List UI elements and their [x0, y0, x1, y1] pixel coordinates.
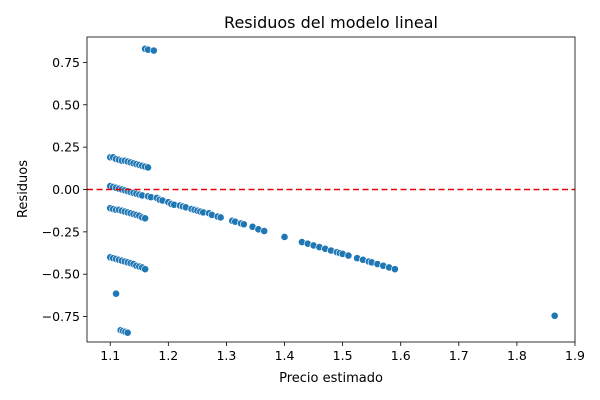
- data-point: [550, 311, 559, 320]
- y-tick-label: −0.25: [42, 224, 80, 239]
- data-point: [141, 214, 149, 223]
- x-tick-label: 1.1: [100, 348, 120, 363]
- x-tick-label: 1.2: [158, 348, 178, 363]
- y-axis: 0.75 0.50 0.25 0.00 −0.25 −0.50 −0.75: [42, 55, 87, 324]
- points-layer: [106, 44, 559, 337]
- x-tick-label: 1.6: [391, 348, 411, 363]
- y-tick-label: 0.75: [52, 55, 80, 70]
- data-point: [144, 163, 152, 172]
- data-point: [123, 328, 132, 337]
- data-point: [239, 220, 248, 229]
- y-tick-label: 0.25: [52, 140, 80, 155]
- x-tick-label: 1.8: [507, 348, 527, 363]
- x-tick-label: 1.9: [565, 348, 585, 363]
- data-point: [112, 289, 120, 298]
- data-point: [216, 213, 225, 222]
- chart-title: Residuos del modelo lineal: [224, 13, 438, 32]
- y-tick-label: −0.50: [42, 267, 80, 282]
- x-axis: 1.1 1.2 1.3 1.4 1.5 1.6 1.7 1.8 1.9: [100, 342, 585, 363]
- y-tick-label: −0.75: [42, 309, 80, 324]
- x-tick-label: 1.4: [275, 348, 295, 363]
- x-tick-label: 1.5: [333, 348, 353, 363]
- data-point: [344, 251, 353, 260]
- data-point: [280, 233, 289, 241]
- data-point: [149, 46, 158, 55]
- data-point: [141, 265, 149, 274]
- x-axis-label: Precio estimado: [279, 371, 383, 386]
- data-point: [390, 265, 399, 274]
- data-point: [260, 227, 269, 235]
- x-tick-label: 1.3: [216, 348, 236, 363]
- y-tick-label: 0.00: [52, 182, 80, 197]
- plot-frame: [86, 36, 576, 343]
- x-tick-label: 1.7: [449, 348, 469, 363]
- y-axis-label: Residuos: [16, 160, 31, 218]
- y-tick-label: 0.50: [52, 97, 80, 112]
